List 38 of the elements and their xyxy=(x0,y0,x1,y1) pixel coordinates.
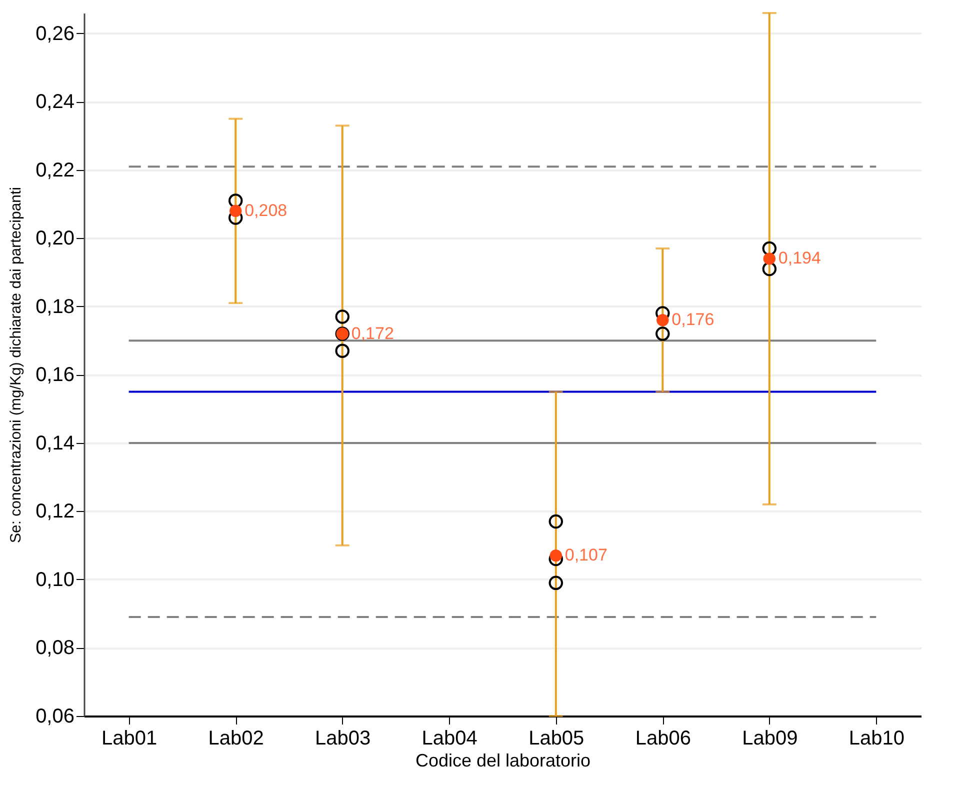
x-tick-label: Lab05 xyxy=(528,728,584,750)
y-tick-label: 0,06 xyxy=(36,706,74,728)
point xyxy=(656,326,670,341)
y-tick-label: 0,12 xyxy=(36,500,74,523)
data-label: 0,208 xyxy=(244,200,288,220)
data-label: 0,172 xyxy=(351,324,394,343)
y-tick-label: 0,14 xyxy=(36,432,74,454)
y-tick-label: 0,10 xyxy=(36,568,74,591)
point xyxy=(335,344,350,358)
point xyxy=(548,576,564,590)
y-tick-label: 0,08 xyxy=(36,637,74,660)
y-tick-label: 0,18 xyxy=(36,296,74,318)
x-axis-title: Codice del laboratorio xyxy=(415,750,591,770)
x-tick-label: Lab10 xyxy=(848,728,904,750)
data-label: 0,107 xyxy=(564,546,608,565)
y-axis-title: Se: concentrazioni (mg/Kg) dichiarate dai partecipanti xyxy=(8,186,25,544)
y-tick-label: 0,22 xyxy=(36,159,74,182)
point xyxy=(550,549,562,562)
data-label: 0,194 xyxy=(778,248,821,268)
point xyxy=(228,194,243,208)
y-tick-label: 0,24 xyxy=(36,91,74,114)
x-tick-label: Lab02 xyxy=(208,728,264,750)
point xyxy=(656,314,669,326)
data-label: 0,176 xyxy=(672,310,714,330)
y-tick-label: 0,26 xyxy=(36,22,74,45)
point xyxy=(335,310,350,324)
y-tick-label: 0,16 xyxy=(36,364,74,386)
point xyxy=(763,252,776,265)
point xyxy=(762,262,777,276)
x-tick-label: Lab04 xyxy=(422,728,478,750)
point xyxy=(229,204,242,218)
x-tick-label: Lab09 xyxy=(742,728,798,750)
x-tick-label: Lab01 xyxy=(102,728,158,750)
y-tick-label: 0,20 xyxy=(36,228,74,250)
point xyxy=(548,514,564,529)
x-tick-label: Lab06 xyxy=(635,728,691,750)
x-tick-label: Lab03 xyxy=(315,728,371,750)
point xyxy=(762,241,777,256)
